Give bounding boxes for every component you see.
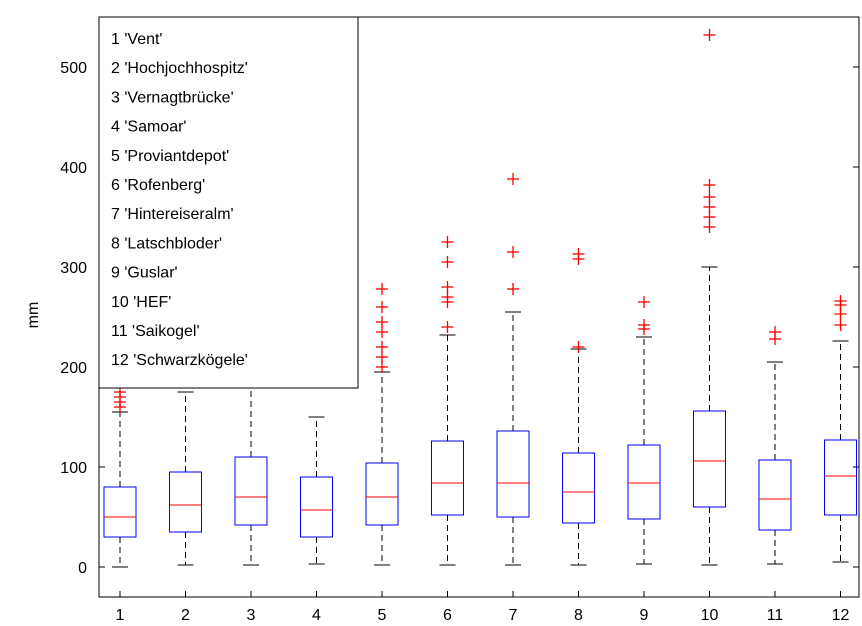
legend-entry: 4 'Samoar' bbox=[111, 119, 186, 136]
box bbox=[431, 440, 464, 516]
x-tick-label: 12 bbox=[832, 607, 850, 624]
y-axis: 0 100 200 300 400 500 bbox=[60, 60, 859, 577]
outlier-marker bbox=[441, 236, 454, 248]
outlier-marker bbox=[376, 341, 388, 353]
outlier-marker bbox=[441, 256, 454, 268]
legend-entry: 8 'Latschbloder' bbox=[111, 235, 222, 252]
box-group bbox=[431, 236, 464, 566]
outlier-marker bbox=[376, 301, 388, 313]
x-axis: 1 2 3 4 5 6 7 8 9 10 11 12 bbox=[116, 591, 850, 624]
box-group bbox=[758, 326, 792, 565]
x-tick-label: 3 bbox=[247, 607, 256, 624]
box bbox=[169, 471, 202, 533]
outlier-marker bbox=[703, 191, 716, 203]
legend-entry: 12 'Schwarzkögele' bbox=[111, 352, 248, 369]
box-group bbox=[365, 283, 399, 566]
y-tick-label: 0 bbox=[78, 560, 87, 577]
outlier-marker bbox=[441, 321, 454, 333]
x-tick-label: 10 bbox=[701, 607, 719, 624]
legend-entry: 11 'Saikogel' bbox=[111, 323, 200, 340]
box bbox=[562, 452, 595, 524]
x-tick-label: 6 bbox=[443, 607, 452, 624]
outlier-marker bbox=[834, 295, 847, 307]
outlier-marker bbox=[769, 326, 781, 338]
box bbox=[496, 430, 530, 518]
box-group bbox=[562, 248, 595, 566]
legend-entry: 6 'Rofenberg' bbox=[111, 177, 205, 194]
y-tick-label: 200 bbox=[60, 360, 87, 377]
x-tick-label: 7 bbox=[509, 607, 518, 624]
box bbox=[103, 486, 137, 538]
y-tick-label: 400 bbox=[60, 160, 87, 177]
box bbox=[693, 410, 726, 508]
box bbox=[824, 439, 857, 516]
y-tick-label: 100 bbox=[60, 460, 87, 477]
box-group bbox=[693, 29, 726, 566]
outlier-marker bbox=[441, 281, 454, 293]
x-tick-label: 4 bbox=[312, 607, 321, 624]
x-tick-label: 8 bbox=[574, 607, 583, 624]
box-group bbox=[627, 296, 661, 565]
legend: 1 'Vent' 2 'Hochjochhospitz' 3 'Vernagtbrü… bbox=[98, 16, 359, 389]
x-tick-label: 2 bbox=[181, 607, 190, 624]
x-tick-label: 9 bbox=[640, 607, 649, 624]
outlier-marker bbox=[572, 248, 585, 260]
box-group bbox=[496, 173, 530, 566]
y-tick-label: 500 bbox=[60, 60, 87, 77]
legend-entry: 3 'Vernagtbrücke' bbox=[111, 89, 234, 106]
legend-entry: 10 'HEF' bbox=[111, 294, 171, 311]
outlier-marker bbox=[507, 246, 519, 258]
legend-box bbox=[98, 16, 359, 389]
box-series bbox=[103, 29, 857, 568]
legend-entry: 1 'Vent' bbox=[111, 31, 162, 48]
legend-entry: 5 'Proviantdepot' bbox=[111, 148, 229, 165]
box bbox=[234, 456, 268, 526]
box bbox=[300, 476, 333, 538]
y-axis-label: mm bbox=[25, 302, 42, 329]
y-tick-label: 300 bbox=[60, 260, 87, 277]
outlier-marker bbox=[572, 341, 585, 353]
legend-entry: 2 'Hochjochhospitz' bbox=[111, 60, 248, 77]
x-tick-label: 11 bbox=[767, 607, 784, 624]
outlier-marker bbox=[703, 29, 716, 41]
outlier-marker bbox=[834, 319, 847, 331]
legend-entry: 7 'Hintereiseralm' bbox=[111, 206, 234, 223]
box-group bbox=[824, 295, 857, 563]
outlier-marker bbox=[703, 179, 716, 191]
box bbox=[365, 462, 399, 526]
outlier-marker bbox=[507, 283, 519, 295]
legend-entry: 9 'Guslar' bbox=[111, 265, 178, 282]
outlier-marker bbox=[376, 283, 388, 295]
outlier-marker bbox=[507, 173, 519, 185]
outlier-marker bbox=[638, 319, 650, 331]
x-tick-label: 5 bbox=[378, 607, 387, 624]
box bbox=[627, 444, 661, 520]
outlier-marker bbox=[638, 296, 650, 308]
outlier-marker bbox=[376, 316, 388, 328]
box bbox=[758, 459, 792, 531]
x-tick-label: 1 bbox=[116, 607, 125, 624]
